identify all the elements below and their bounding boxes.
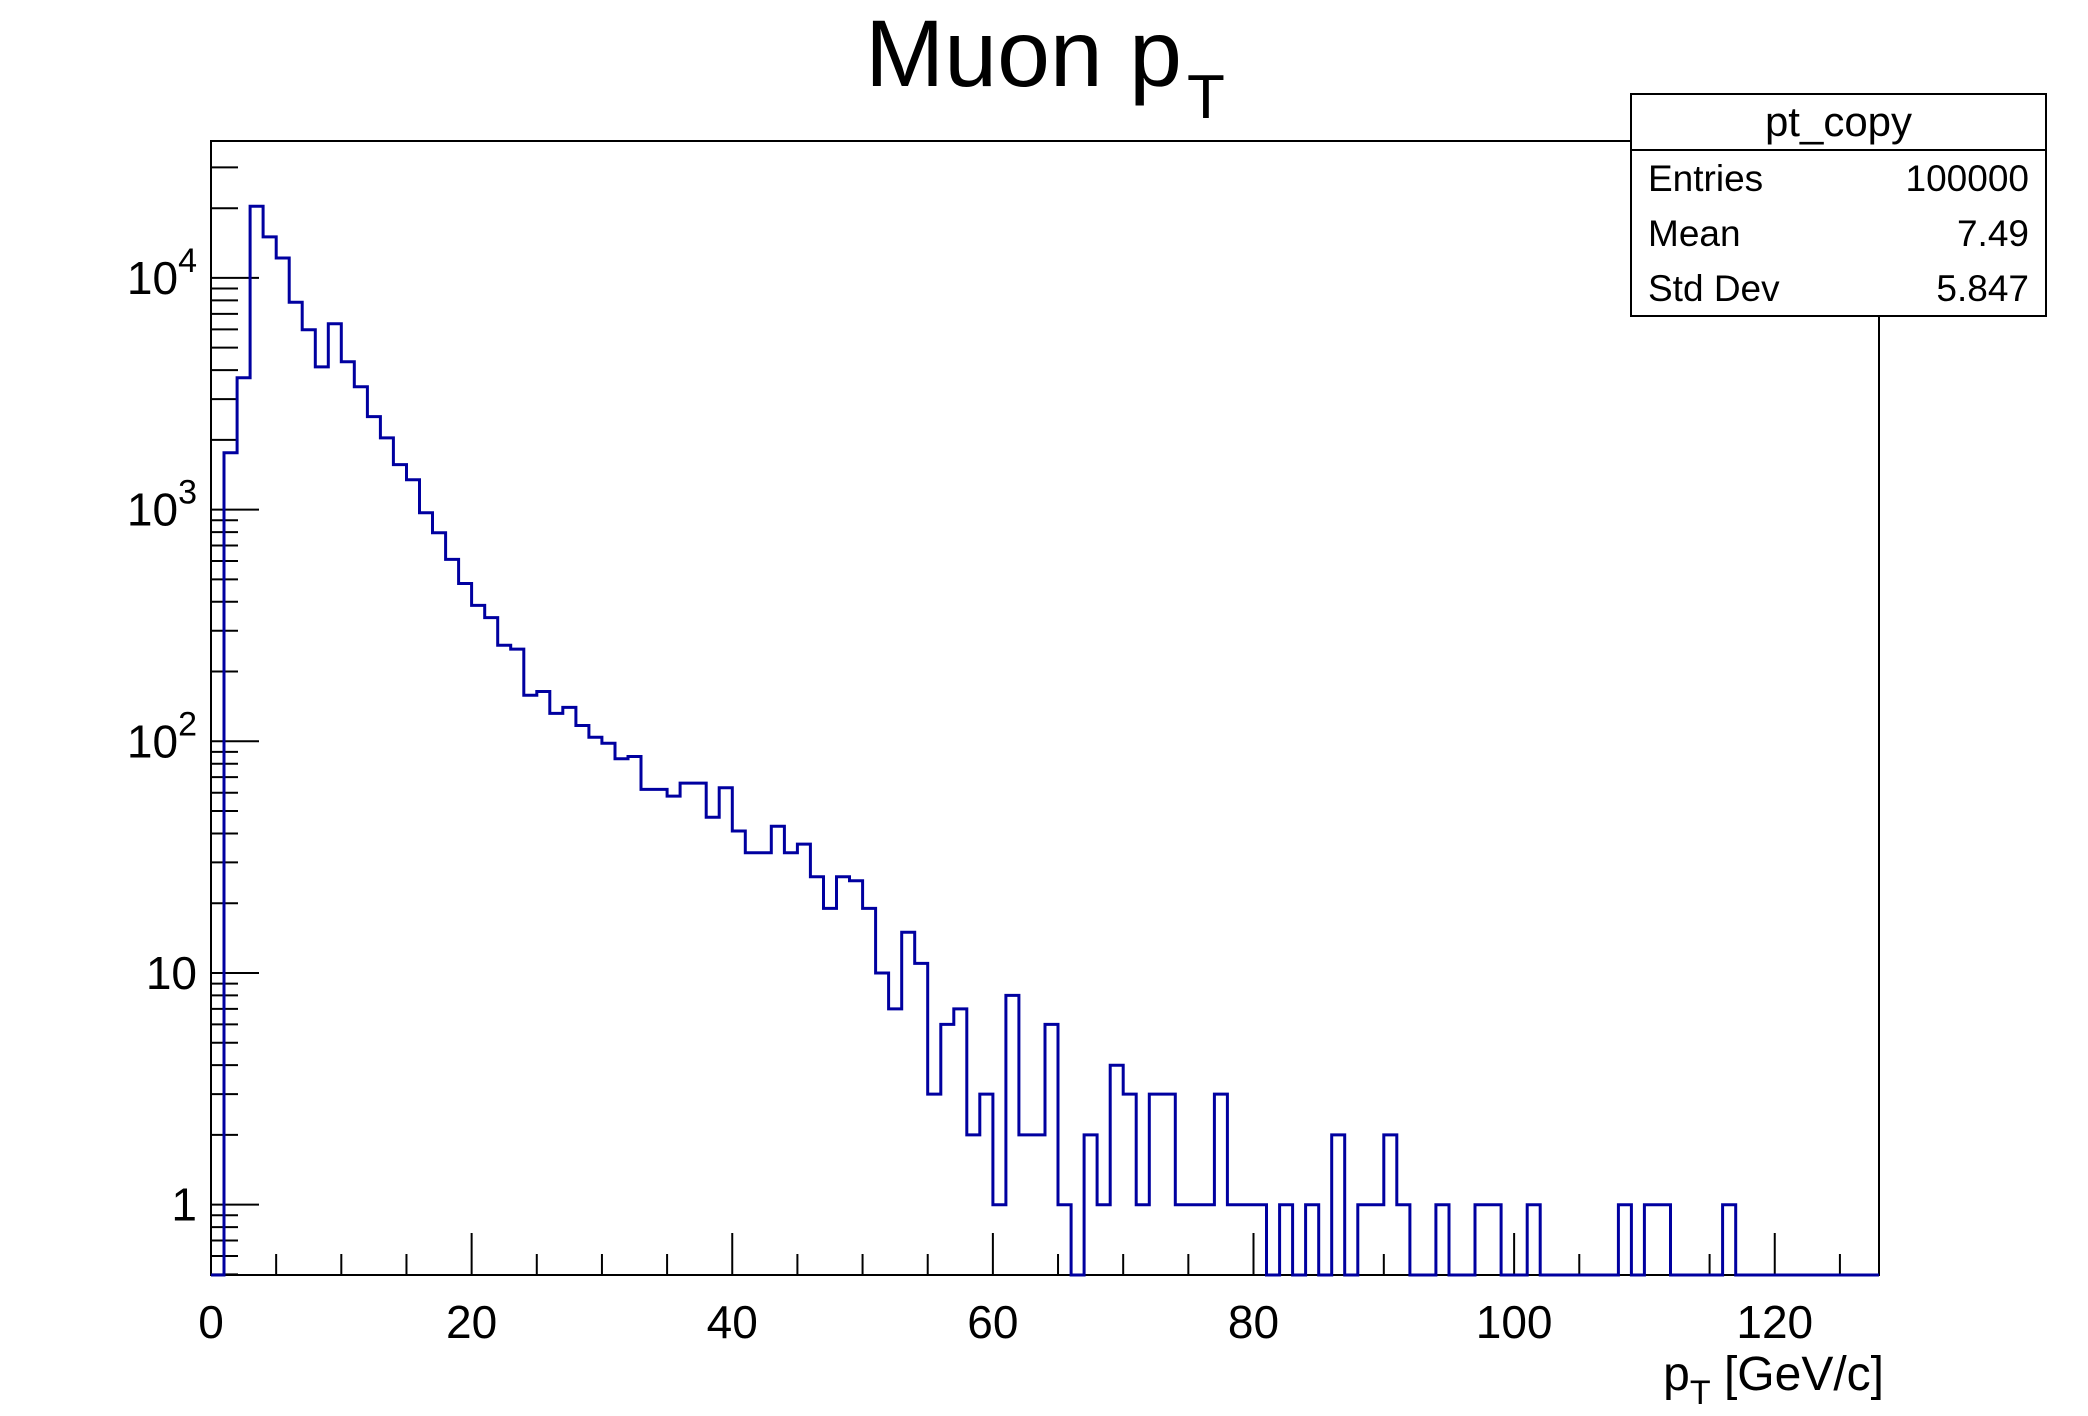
x-tick-label: 120 <box>1736 1296 1813 1348</box>
y-tick-label: 104 <box>127 242 197 304</box>
y-tick-label: 1 <box>171 1179 197 1231</box>
stats-value: 5.847 <box>1936 268 2029 309</box>
x-tick-label: 60 <box>967 1296 1018 1348</box>
x-axis-title-text: pT [GeV/c] <box>1663 1348 1884 1412</box>
x-tick-label: 20 <box>446 1296 497 1348</box>
plot-frame <box>210 140 1880 1276</box>
stats-box: pt_copy Entries 100000 Mean 7.49 Std Dev… <box>1630 93 2047 317</box>
stats-label: Entries <box>1648 158 1764 199</box>
stats-row-entries: Entries 100000 <box>1632 151 2045 206</box>
chart-title-subscript: T <box>1187 63 1225 132</box>
y-axis-ticks <box>211 166 259 1276</box>
stats-value: 7.49 <box>1956 213 2029 254</box>
y-tick-labels: 1 10 102 103 104 <box>127 242 197 1231</box>
stats-box-title: pt_copy <box>1632 95 2045 151</box>
stats-label: Mean <box>1648 213 1741 254</box>
stats-row-mean: Mean 7.49 <box>1632 206 2045 261</box>
x-tick-label: 100 <box>1476 1296 1553 1348</box>
histogram-line <box>211 204 1879 1277</box>
stats-row-stddev: Std Dev 5.847 <box>1632 261 2045 316</box>
x-tick-label: 0 <box>198 1296 224 1348</box>
stats-value: 100000 <box>1905 158 2029 199</box>
x-axis-title: pT [GeV/c] <box>1663 1348 1884 1412</box>
x-tick-label: 80 <box>1228 1296 1279 1348</box>
y-tick-label: 103 <box>127 474 197 536</box>
y-tick-label: 102 <box>127 705 197 767</box>
chart-title-text: Muon p <box>865 1 1182 107</box>
y-tick-label: 10 <box>146 947 197 999</box>
stats-label: Std Dev <box>1648 268 1780 309</box>
x-tick-label: 40 <box>707 1296 758 1348</box>
x-tick-labels: 0 20 40 60 80 100 120 <box>198 1296 1813 1348</box>
x-axis-ticks <box>210 1233 1841 1275</box>
chart-title: Muon pT <box>211 0 1879 132</box>
